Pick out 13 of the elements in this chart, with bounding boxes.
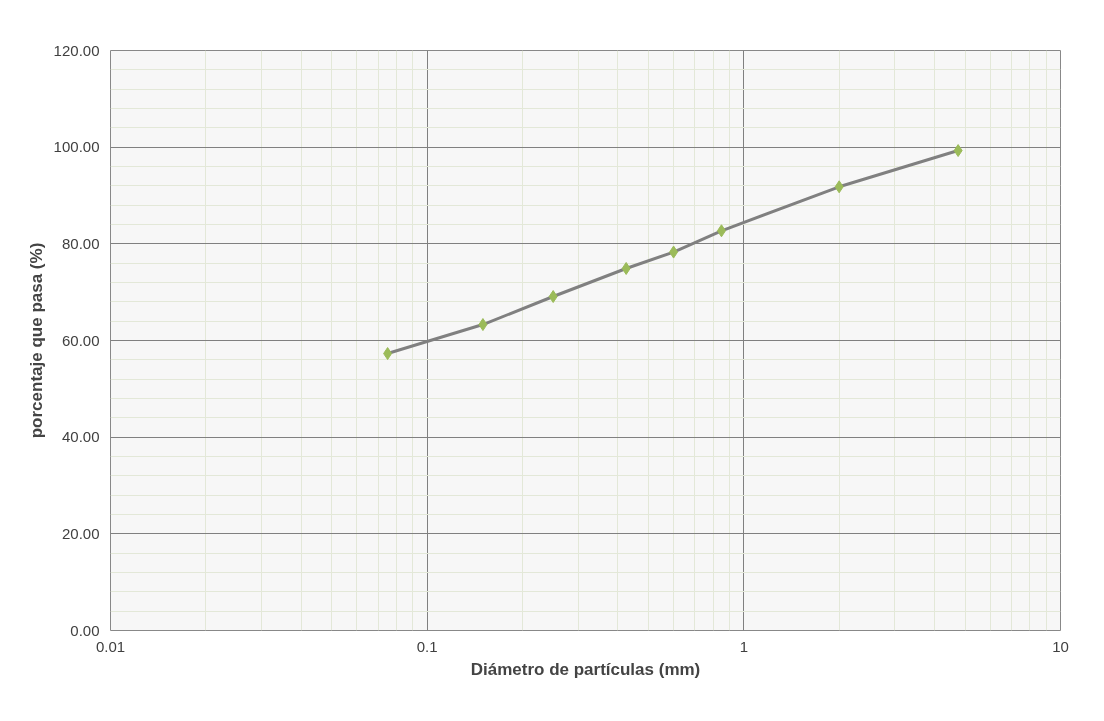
x-axis-title: Diámetro de partículas (mm) — [470, 659, 701, 679]
y-tick-label: 100.00 — [53, 138, 100, 156]
x-tick-label: 10 — [1052, 637, 1069, 655]
y-tick-label: 80.00 — [61, 234, 100, 252]
y-tick-label: 20.00 — [61, 524, 100, 542]
y-axis-title: porcentaje que pasa (%) — [26, 242, 46, 439]
y-tick-label: 120.00 — [53, 41, 100, 59]
y-tick-label: 0.00 — [70, 621, 100, 639]
y-tick-label: 40.00 — [61, 428, 100, 446]
x-tick-label: 0.01 — [95, 637, 126, 655]
y-tick-label: 60.00 — [61, 331, 100, 349]
x-tick-label: 0.1 — [416, 637, 438, 655]
x-tick-label: 1 — [739, 637, 749, 655]
